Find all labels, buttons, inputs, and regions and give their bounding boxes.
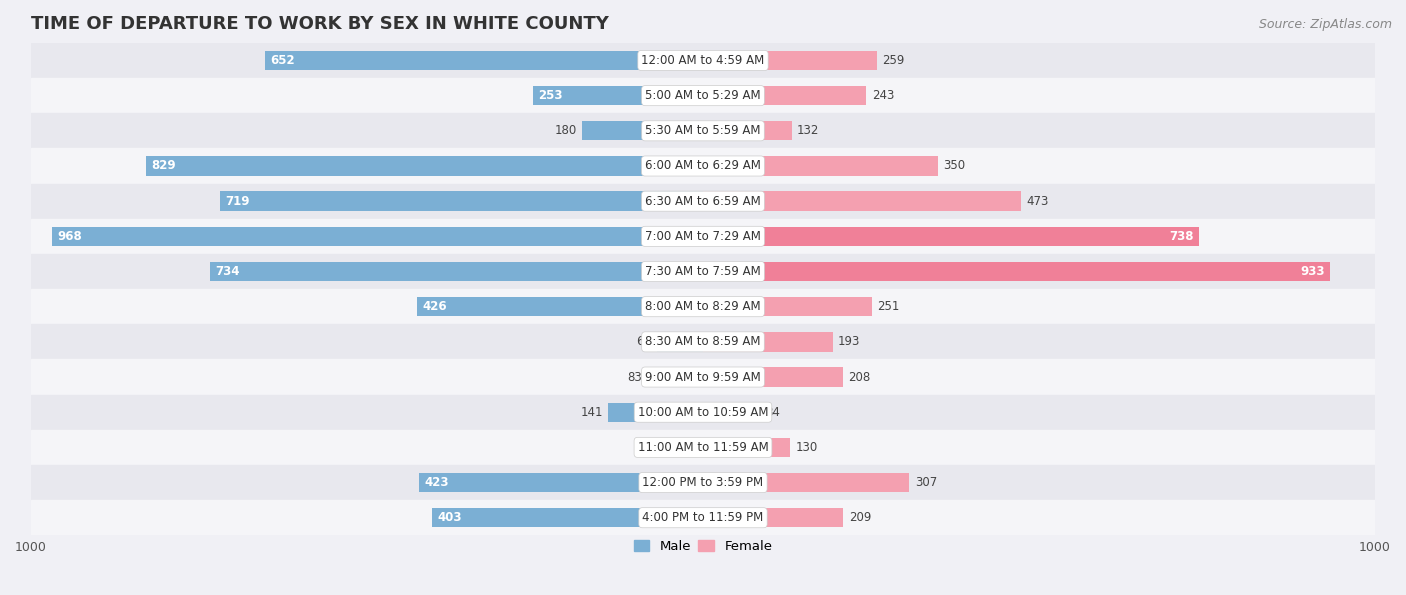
Bar xyxy=(31,78,1375,113)
Bar xyxy=(209,262,703,281)
Bar xyxy=(647,367,703,387)
Text: 473: 473 xyxy=(1026,195,1049,208)
Text: 208: 208 xyxy=(848,371,870,384)
Bar xyxy=(703,86,866,105)
Bar xyxy=(31,359,1375,394)
Text: 734: 734 xyxy=(215,265,239,278)
Text: 6:30 AM to 6:59 AM: 6:30 AM to 6:59 AM xyxy=(645,195,761,208)
Text: 243: 243 xyxy=(872,89,894,102)
Bar xyxy=(419,473,703,492)
Bar xyxy=(31,148,1375,184)
Bar xyxy=(31,43,1375,78)
Text: 8:30 AM to 8:59 AM: 8:30 AM to 8:59 AM xyxy=(645,336,761,348)
Text: 130: 130 xyxy=(796,441,818,454)
Bar xyxy=(31,184,1375,219)
Bar xyxy=(52,227,703,246)
Text: 12:00 PM to 3:59 PM: 12:00 PM to 3:59 PM xyxy=(643,476,763,489)
Bar xyxy=(31,430,1375,465)
Text: 141: 141 xyxy=(581,406,603,419)
Bar xyxy=(703,192,1021,211)
Text: 7:30 AM to 7:59 AM: 7:30 AM to 7:59 AM xyxy=(645,265,761,278)
Bar xyxy=(31,219,1375,254)
Bar xyxy=(703,262,1330,281)
Bar xyxy=(432,508,703,527)
Bar xyxy=(582,121,703,140)
Bar xyxy=(533,86,703,105)
Bar xyxy=(703,227,1199,246)
Bar xyxy=(31,465,1375,500)
Bar xyxy=(703,156,938,176)
Bar xyxy=(31,289,1375,324)
Text: 253: 253 xyxy=(538,89,562,102)
Text: 9:00 AM to 9:59 AM: 9:00 AM to 9:59 AM xyxy=(645,371,761,384)
Bar xyxy=(703,473,910,492)
Bar xyxy=(146,156,703,176)
Text: Source: ZipAtlas.com: Source: ZipAtlas.com xyxy=(1258,18,1392,31)
Text: 180: 180 xyxy=(554,124,576,137)
Text: 350: 350 xyxy=(943,159,966,173)
Text: 83: 83 xyxy=(627,371,643,384)
Text: 652: 652 xyxy=(270,54,295,67)
Text: 5:30 AM to 5:59 AM: 5:30 AM to 5:59 AM xyxy=(645,124,761,137)
Bar xyxy=(264,51,703,70)
Text: 829: 829 xyxy=(152,159,176,173)
Text: 933: 933 xyxy=(1301,265,1324,278)
Text: 738: 738 xyxy=(1170,230,1194,243)
Text: 719: 719 xyxy=(225,195,250,208)
Text: 423: 423 xyxy=(425,476,449,489)
Bar xyxy=(703,51,877,70)
Text: 132: 132 xyxy=(797,124,820,137)
Bar xyxy=(703,332,832,352)
Bar xyxy=(31,324,1375,359)
Text: 10:00 AM to 10:59 AM: 10:00 AM to 10:59 AM xyxy=(638,406,768,419)
Text: 209: 209 xyxy=(849,511,872,524)
Text: 259: 259 xyxy=(883,54,905,67)
Legend: Male, Female: Male, Female xyxy=(628,534,778,558)
Bar xyxy=(31,254,1375,289)
Text: 4:00 PM to 11:59 PM: 4:00 PM to 11:59 PM xyxy=(643,511,763,524)
Bar xyxy=(31,500,1375,536)
Text: 426: 426 xyxy=(422,300,447,313)
Bar xyxy=(416,297,703,317)
Bar xyxy=(703,403,759,422)
Text: 6:00 AM to 6:29 AM: 6:00 AM to 6:29 AM xyxy=(645,159,761,173)
Text: 41: 41 xyxy=(655,441,671,454)
Text: 11:00 AM to 11:59 AM: 11:00 AM to 11:59 AM xyxy=(638,441,768,454)
Bar xyxy=(31,113,1375,148)
Text: 193: 193 xyxy=(838,336,860,348)
Text: 5:00 AM to 5:29 AM: 5:00 AM to 5:29 AM xyxy=(645,89,761,102)
Bar xyxy=(703,367,842,387)
Bar xyxy=(703,438,790,457)
Text: 251: 251 xyxy=(877,300,900,313)
Text: 8:00 AM to 8:29 AM: 8:00 AM to 8:29 AM xyxy=(645,300,761,313)
Text: 968: 968 xyxy=(58,230,83,243)
Bar xyxy=(675,438,703,457)
Text: 84: 84 xyxy=(765,406,780,419)
Text: 307: 307 xyxy=(915,476,936,489)
Bar xyxy=(609,403,703,422)
Text: TIME OF DEPARTURE TO WORK BY SEX IN WHITE COUNTY: TIME OF DEPARTURE TO WORK BY SEX IN WHIT… xyxy=(31,15,609,33)
Bar xyxy=(703,508,844,527)
Text: 403: 403 xyxy=(437,511,463,524)
Bar xyxy=(219,192,703,211)
Bar xyxy=(703,121,792,140)
Text: 69: 69 xyxy=(637,336,651,348)
Text: 12:00 AM to 4:59 AM: 12:00 AM to 4:59 AM xyxy=(641,54,765,67)
Bar xyxy=(703,297,872,317)
Bar xyxy=(31,394,1375,430)
Bar xyxy=(657,332,703,352)
Text: 7:00 AM to 7:29 AM: 7:00 AM to 7:29 AM xyxy=(645,230,761,243)
